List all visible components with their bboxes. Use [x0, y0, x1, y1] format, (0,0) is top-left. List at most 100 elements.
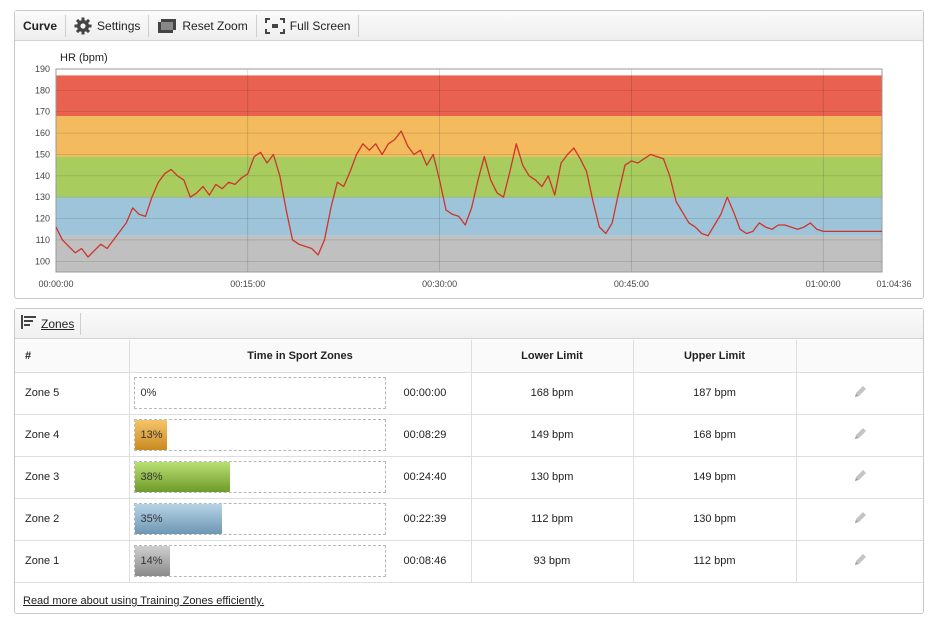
zone-edit-cell	[796, 372, 923, 415]
zone-time-bar: 0%	[133, 377, 386, 409]
y-tick-label: 140	[35, 171, 50, 181]
zone-time-cell: 13% 00:08:29	[129, 414, 472, 457]
y-tick-label: 160	[35, 128, 50, 138]
x-axis-ticks: 00:00:00 00:15:00 00:30:00 00:45:00 01:00:00…	[38, 279, 911, 289]
curve-toolbar: Curve S	[15, 11, 923, 41]
zone-time-cell: 0% 00:00:00	[129, 372, 472, 415]
header-upper: Upper Limit	[633, 340, 797, 373]
zone-lower-limit: 149 bpm	[471, 414, 634, 457]
zone-band	[56, 116, 882, 157]
full-screen-label: Full Screen	[289, 18, 351, 33]
zones-panel: Zones # Time in Sport Zones Lower Limit …	[14, 308, 924, 614]
zone-time-bar-fill	[134, 420, 167, 450]
zones-tab[interactable]: Zones	[15, 312, 82, 335]
zone-row: Zone 1 14% 00:08:46 93 bpm 112 bpm	[15, 540, 923, 583]
y-axis-ticks: 100 110 120 130 140 150 160 170 180 190	[35, 64, 50, 266]
zone-name: Zone 1	[15, 540, 130, 583]
zone-lower-limit: 130 bpm	[471, 456, 634, 499]
header-actions	[796, 340, 923, 373]
zone-edit-cell	[796, 414, 923, 457]
x-tick-label: 00:45:00	[614, 279, 649, 289]
zone-upper-limit: 130 bpm	[633, 498, 797, 541]
gear-icon	[74, 17, 92, 35]
reset-zoom-icon	[157, 18, 177, 34]
zone-edit-cell	[796, 498, 923, 541]
zone-time-bar: 13%	[133, 419, 386, 451]
zones-table: # Time in Sport Zones Lower Limit Upper …	[15, 340, 923, 583]
full-screen-button[interactable]: Full Screen	[257, 14, 360, 37]
reset-zoom-button[interactable]: Reset Zoom	[149, 14, 257, 37]
header-time: Time in Sport Zones	[129, 340, 472, 373]
zone-band	[56, 75, 882, 117]
zone-time-bar: 38%	[133, 461, 386, 493]
plot-frame	[55, 68, 883, 273]
zone-percent: 35%	[140, 513, 163, 525]
curve-title: Curve	[15, 14, 67, 37]
zone-time-bar-fill	[134, 546, 170, 576]
training-zones-link[interactable]: Read more about using Training Zones eff…	[23, 595, 265, 607]
zone-lower-limit: 168 bpm	[471, 372, 634, 415]
x-tick-label: 00:30:00	[422, 279, 457, 289]
zone-percent: 0%	[140, 387, 157, 399]
x-tick-label: 00:00:00	[38, 279, 73, 289]
zone-duration: 00:24:40	[403, 471, 447, 483]
zone-upper-limit: 112 bpm	[633, 540, 797, 583]
pencil-icon[interactable]	[853, 427, 867, 444]
zone-time-bar: 14%	[133, 545, 386, 577]
zone-duration: 00:22:39	[403, 513, 447, 525]
zone-edit-cell	[796, 456, 923, 499]
zone-edit-cell	[796, 540, 923, 583]
y-tick-label: 170	[35, 107, 50, 117]
zone-duration: 00:00:00	[403, 387, 447, 399]
zone-time-cell: 35% 00:22:39	[129, 498, 472, 541]
zone-time-cell: 38% 00:24:40	[129, 456, 472, 499]
curve-panel: Curve S	[14, 10, 924, 299]
y-tick-label: 150	[35, 149, 50, 159]
zone-percent: 13%	[140, 429, 163, 441]
y-tick-label: 180	[35, 85, 50, 95]
zone-percent: 38%	[140, 471, 163, 483]
zone-row: Zone 2 35% 00:22:39 112 bpm 130 bpm	[15, 498, 923, 541]
x-tick-label: 01:00:00	[806, 279, 841, 289]
reset-zoom-label: Reset Zoom	[182, 18, 248, 33]
zone-lower-limit: 112 bpm	[471, 498, 634, 541]
header-num: #	[15, 340, 130, 373]
zone-time-bar: 35%	[133, 503, 386, 535]
zone-lower-limit: 93 bpm	[471, 540, 634, 583]
pencil-icon[interactable]	[853, 385, 867, 402]
zone-name: Zone 3	[15, 456, 130, 499]
hr-series-line	[55, 130, 882, 258]
y-tick-label: 120	[35, 214, 50, 224]
y-tick-label: 130	[35, 192, 50, 202]
zone-percent: 14%	[140, 555, 163, 567]
zone-row: Zone 5 0% 00:00:00 168 bpm 187 bpm	[15, 372, 923, 415]
zone-row: Zone 3 38% 00:24:40 130 bpm 149 bpm	[15, 456, 923, 499]
hr-chart[interactable]: HR (bpm) 100110120130140150160170180190 …	[15, 41, 923, 299]
zone-upper-limit: 168 bpm	[633, 414, 797, 457]
zone-name: Zone 4	[15, 414, 130, 457]
pencil-icon[interactable]	[853, 469, 867, 486]
header-lower: Lower Limit	[471, 340, 634, 373]
zone-duration: 00:08:29	[403, 429, 447, 441]
full-screen-icon	[264, 17, 285, 34]
zone-duration: 00:08:46	[403, 555, 447, 567]
zone-time-cell: 14% 00:08:46	[129, 540, 472, 583]
zones-toolbar: Zones	[15, 309, 923, 339]
y-tick-label: 100	[35, 256, 50, 266]
zone-bands	[56, 75, 882, 272]
settings-label: Settings	[97, 18, 141, 33]
zones-list-icon	[21, 315, 37, 332]
zone-name: Zone 5	[15, 372, 130, 415]
settings-button[interactable]: Settings	[66, 14, 150, 37]
pencil-icon[interactable]	[853, 511, 867, 528]
zones-table-header: # Time in Sport Zones Lower Limit Upper …	[15, 340, 923, 373]
x-tick-label: 00:15:00	[230, 279, 265, 289]
zone-name: Zone 2	[15, 498, 130, 541]
y-tick-label: 110	[36, 235, 50, 245]
pencil-icon[interactable]	[853, 553, 867, 570]
y-tick-label: 190	[35, 64, 50, 74]
zone-row: Zone 4 13% 00:08:29 149 bpm 168 bpm	[15, 414, 923, 457]
zone-band	[56, 235, 882, 272]
zone-upper-limit: 149 bpm	[633, 456, 797, 499]
zone-band	[56, 156, 882, 198]
